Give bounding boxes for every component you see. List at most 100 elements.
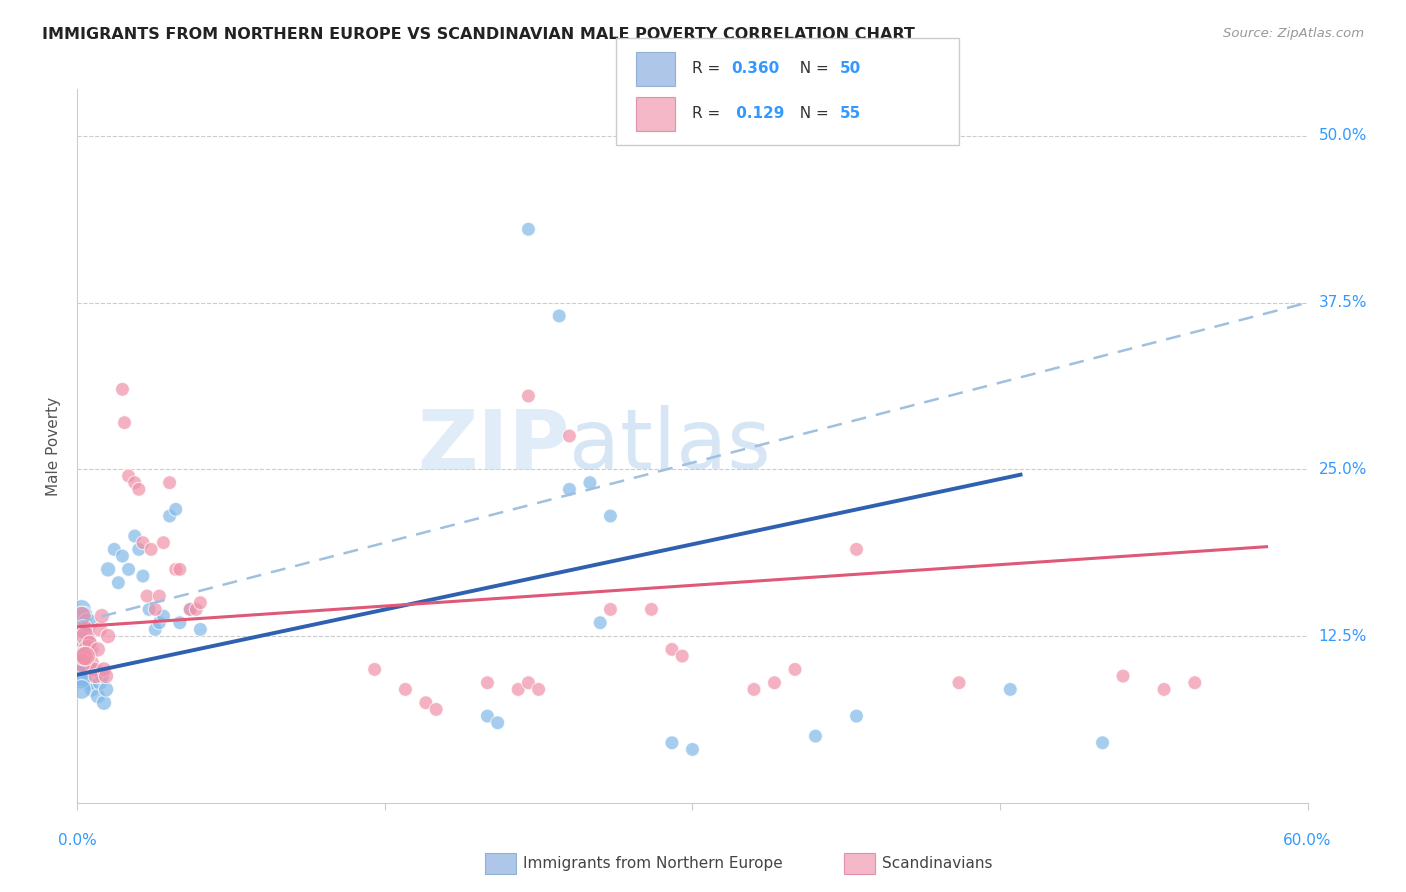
- Point: [67, 656, 90, 670]
- Point: [783, 662, 806, 676]
- Text: 37.5%: 37.5%: [1319, 295, 1367, 310]
- Point: [94, 682, 117, 697]
- Text: IMMIGRANTS FROM NORTHERN EUROPE VS SCANDINAVIAN MALE POVERTY CORRELATION CHART: IMMIGRANTS FROM NORTHERN EUROPE VS SCAND…: [42, 27, 915, 42]
- Text: 12.5%: 12.5%: [1319, 629, 1367, 643]
- Point: [97, 562, 120, 576]
- Point: [682, 742, 704, 756]
- Point: [188, 623, 212, 637]
- Point: [89, 675, 111, 690]
- Point: [90, 669, 114, 683]
- Point: [169, 562, 191, 576]
- Point: [114, 416, 136, 430]
- Point: [80, 682, 103, 697]
- Point: [76, 662, 98, 676]
- Point: [143, 602, 166, 616]
- Point: [148, 615, 170, 630]
- Point: [165, 562, 187, 576]
- Point: [83, 662, 105, 676]
- Point: [90, 609, 114, 624]
- Point: [80, 642, 103, 657]
- Point: [517, 222, 540, 236]
- Point: [117, 469, 139, 483]
- Point: [128, 542, 150, 557]
- Point: [186, 602, 208, 616]
- Point: [363, 662, 385, 676]
- Point: [75, 662, 97, 676]
- Point: [477, 675, 499, 690]
- Text: N =: N =: [790, 106, 834, 121]
- Point: [111, 549, 134, 563]
- Point: [70, 602, 93, 616]
- Point: [76, 642, 98, 657]
- Text: 25.0%: 25.0%: [1319, 462, 1367, 477]
- Point: [425, 702, 447, 716]
- Point: [143, 623, 166, 637]
- Point: [75, 623, 97, 637]
- Point: [84, 662, 107, 676]
- Point: [67, 669, 90, 683]
- Point: [79, 636, 101, 650]
- Point: [517, 675, 540, 690]
- Point: [72, 649, 94, 664]
- Point: [117, 562, 139, 576]
- Text: R =: R =: [692, 106, 725, 121]
- Point: [742, 682, 765, 697]
- Point: [83, 669, 105, 683]
- Text: R =: R =: [692, 62, 725, 77]
- Point: [477, 709, 499, 723]
- Point: [107, 575, 129, 590]
- Y-axis label: Male Poverty: Male Poverty: [46, 396, 62, 496]
- Point: [152, 609, 174, 624]
- Point: [558, 483, 581, 497]
- Point: [72, 609, 94, 624]
- Point: [79, 636, 101, 650]
- Text: Source: ZipAtlas.com: Source: ZipAtlas.com: [1223, 27, 1364, 40]
- Text: 60.0%: 60.0%: [1284, 833, 1331, 848]
- Point: [148, 589, 170, 603]
- Point: [589, 615, 612, 630]
- Point: [80, 656, 103, 670]
- Point: [527, 682, 550, 697]
- Point: [97, 629, 120, 643]
- Point: [179, 602, 201, 616]
- Text: 0.129: 0.129: [731, 106, 785, 121]
- Point: [72, 623, 94, 637]
- Point: [84, 669, 107, 683]
- Text: 55: 55: [839, 106, 860, 121]
- Point: [103, 542, 125, 557]
- Point: [124, 529, 146, 543]
- Point: [141, 542, 163, 557]
- Point: [70, 649, 93, 664]
- Point: [415, 696, 437, 710]
- Text: N =: N =: [790, 62, 834, 77]
- Point: [1000, 682, 1022, 697]
- Point: [804, 729, 827, 743]
- Point: [1112, 669, 1135, 683]
- Point: [70, 609, 93, 624]
- Point: [1184, 675, 1206, 690]
- Point: [159, 509, 181, 524]
- Point: [76, 615, 98, 630]
- Point: [188, 596, 212, 610]
- Point: [671, 649, 693, 664]
- Point: [1153, 682, 1175, 697]
- Point: [640, 602, 662, 616]
- Point: [558, 429, 581, 443]
- Text: 50: 50: [839, 62, 860, 77]
- Point: [75, 656, 97, 670]
- Text: Immigrants from Northern Europe: Immigrants from Northern Europe: [523, 856, 783, 871]
- Point: [93, 696, 115, 710]
- Point: [845, 709, 868, 723]
- Point: [132, 535, 155, 549]
- Point: [87, 642, 110, 657]
- Point: [579, 475, 602, 490]
- Text: 0.360: 0.360: [731, 62, 779, 77]
- Text: atlas: atlas: [569, 406, 770, 486]
- Text: 0.0%: 0.0%: [58, 833, 97, 848]
- Point: [548, 309, 571, 323]
- Point: [599, 509, 621, 524]
- Text: ZIP: ZIP: [418, 406, 569, 486]
- Point: [517, 389, 540, 403]
- Point: [89, 623, 111, 637]
- Point: [79, 675, 101, 690]
